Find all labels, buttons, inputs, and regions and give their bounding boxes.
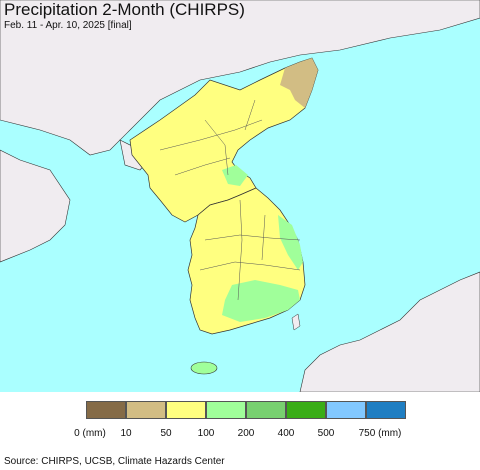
page-title: Precipitation 2-Month (CHIRPS): [4, 0, 245, 19]
legend-swatch: [246, 401, 286, 419]
legend-tick-label: 50: [160, 428, 172, 439]
jeju-island: [190, 361, 218, 375]
legend-tick-label: 10: [120, 428, 132, 439]
legend: 0 (mm) 10 50 100 200 400 500 750 (mm): [0, 392, 480, 452]
north-korea: [129, 57, 319, 223]
source-credit: Source: CHIRPS, UCSB, Climate Hazards Ce…: [4, 456, 225, 467]
japan-landmass: [299, 271, 480, 392]
legend-swatch: [206, 401, 246, 419]
legend-tick-label: 750 (mm): [358, 428, 402, 439]
legend-tick-label: 200: [237, 428, 255, 439]
shandong-landmass: [0, 149, 71, 263]
legend-tick-label: 500: [317, 428, 335, 439]
legend-swatch: [166, 401, 206, 419]
tsushima: [291, 313, 301, 331]
legend-tick-label: 400: [277, 428, 295, 439]
legend-swatch: [286, 401, 326, 419]
legend-swatch: [86, 401, 126, 419]
legend-swatch: [126, 401, 166, 419]
date-range: Feb. 11 - Apr. 10, 2025 [final]: [4, 20, 132, 31]
south-korea-wet-north: [222, 165, 248, 186]
legend-tick-label: 0 (mm): [74, 428, 106, 439]
north-korea-dry-region: [280, 58, 318, 108]
precipitation-map: [0, 0, 480, 392]
china-landmass: [0, 0, 480, 156]
south-korea-wet-east: [278, 215, 303, 270]
province-borders: [159, 99, 301, 301]
legend-tick-label: 100: [197, 428, 215, 439]
legend-swatch: [326, 401, 366, 419]
legend-swatch: [366, 401, 406, 419]
south-korea-wet-south: [222, 280, 300, 322]
